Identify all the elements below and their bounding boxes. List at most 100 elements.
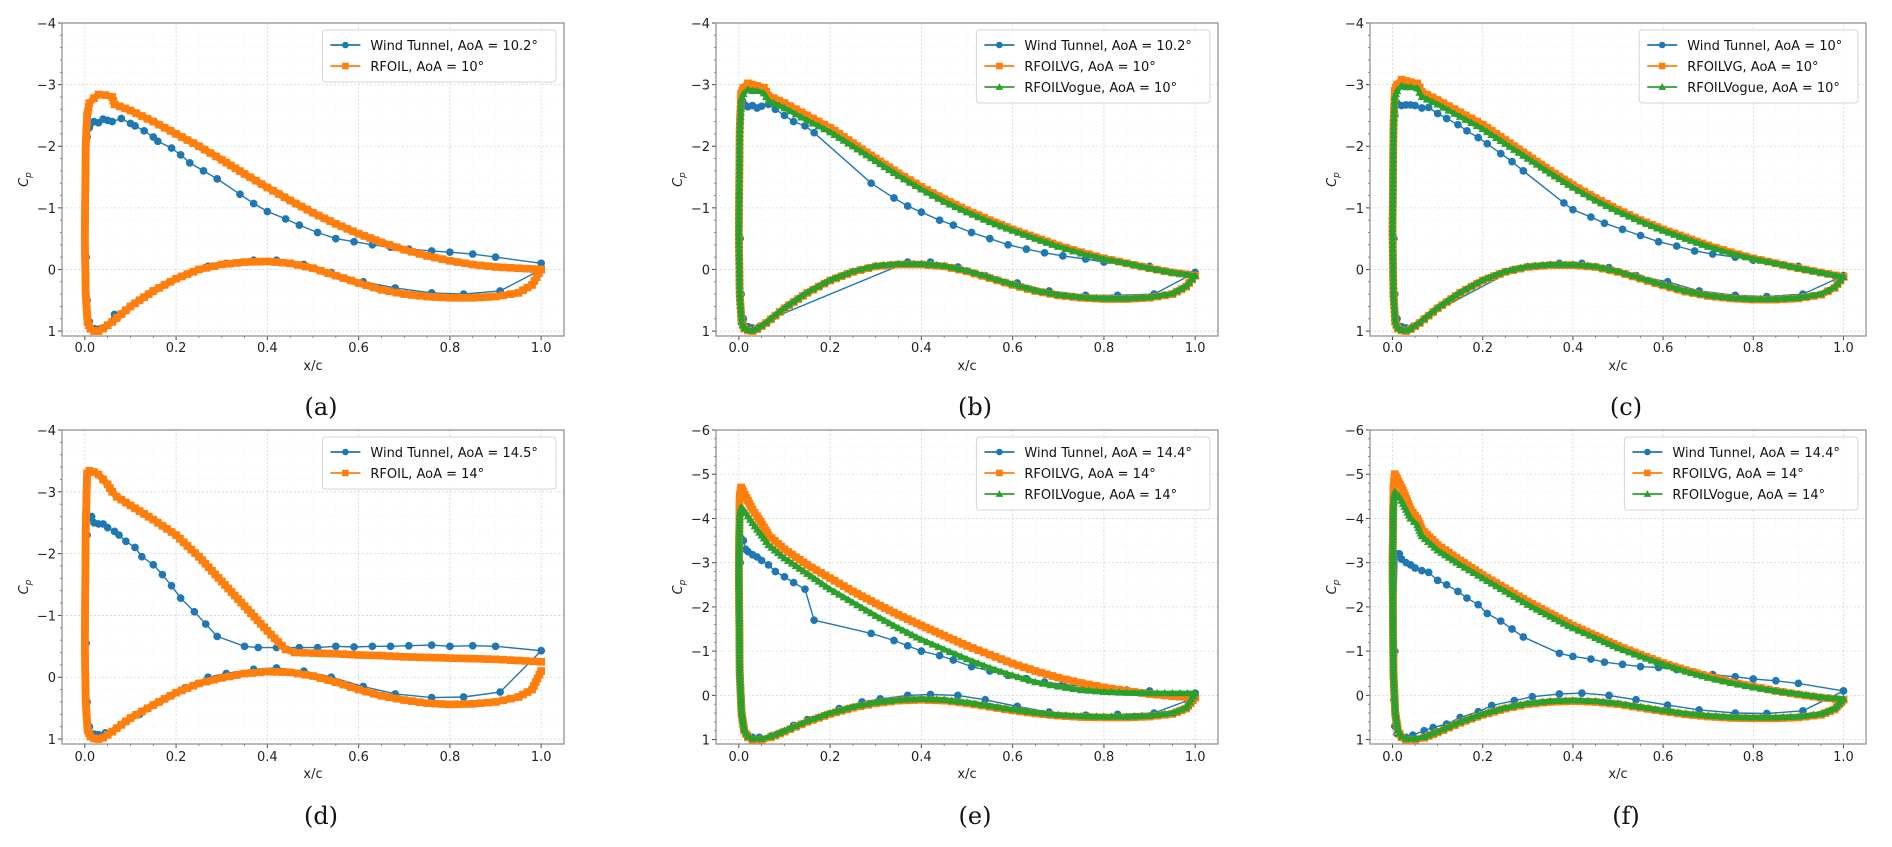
data-point bbox=[377, 651, 386, 660]
legend-label: RFOILVogue, AoA = 10° bbox=[1024, 81, 1177, 96]
data-point bbox=[172, 130, 180, 138]
data-point bbox=[461, 654, 469, 663]
data-point bbox=[81, 250, 89, 259]
data-point bbox=[979, 661, 989, 669]
data-point bbox=[213, 632, 222, 641]
data-point bbox=[1523, 600, 1533, 608]
data-point bbox=[82, 714, 91, 722]
data-point bbox=[172, 274, 180, 283]
data-point bbox=[826, 123, 834, 132]
series-rfoil bbox=[80, 466, 546, 743]
data-point bbox=[1190, 688, 1200, 697]
data-point bbox=[1014, 661, 1023, 670]
data-point bbox=[1703, 242, 1713, 250]
data-point bbox=[894, 623, 903, 632]
y-tick-label: −4 bbox=[691, 17, 710, 32]
data-point bbox=[446, 654, 454, 662]
data-point bbox=[231, 164, 240, 173]
data-point bbox=[1698, 240, 1707, 248]
axes-frame bbox=[715, 429, 1219, 745]
data-point bbox=[138, 112, 146, 120]
data-point bbox=[774, 101, 784, 109]
y-tick-label: 0 bbox=[702, 689, 710, 704]
data-point bbox=[879, 697, 888, 705]
data-point bbox=[880, 616, 890, 624]
data-point bbox=[848, 267, 858, 275]
data-point bbox=[734, 232, 744, 240]
data-point bbox=[1390, 105, 1399, 113]
data-point bbox=[735, 261, 744, 269]
data-point bbox=[103, 321, 112, 330]
data-point bbox=[167, 581, 176, 590]
data-point bbox=[103, 730, 112, 739]
data-point bbox=[771, 730, 780, 738]
data-point bbox=[126, 302, 135, 311]
x-tick-label: 0.4 bbox=[257, 341, 278, 356]
data-point bbox=[1388, 179, 1398, 187]
data-point bbox=[1054, 242, 1063, 250]
data-point bbox=[734, 195, 744, 203]
data-point bbox=[1764, 685, 1773, 693]
data-point bbox=[1084, 680, 1093, 689]
data-point bbox=[825, 275, 835, 284]
data-point bbox=[453, 654, 462, 663]
data-point bbox=[866, 153, 876, 162]
data-point bbox=[1553, 260, 1563, 268]
data-point bbox=[993, 275, 1002, 283]
data-point bbox=[844, 584, 853, 593]
data-point bbox=[968, 644, 977, 652]
data-point bbox=[1501, 587, 1510, 595]
x-tick-label: 0.4 bbox=[911, 341, 932, 356]
data-point bbox=[1076, 249, 1086, 257]
series-rfoil-vogue bbox=[734, 85, 1200, 334]
data-point bbox=[1487, 130, 1496, 139]
y-axis-label: Cp bbox=[671, 579, 688, 594]
data-point bbox=[82, 138, 90, 147]
data-point bbox=[1734, 251, 1743, 259]
data-point bbox=[1496, 136, 1505, 144]
data-point bbox=[537, 646, 546, 655]
data-point bbox=[1550, 171, 1560, 180]
data-point bbox=[1388, 175, 1398, 183]
data-point bbox=[951, 649, 960, 658]
data-point bbox=[81, 226, 89, 235]
data-point bbox=[195, 142, 203, 151]
data-point bbox=[1014, 228, 1023, 236]
legend-item: Wind Tunnel, AoA = 10.2° bbox=[984, 39, 1192, 54]
data-point bbox=[81, 690, 90, 698]
legend-label: RFOILVogue, AoA = 14° bbox=[1024, 488, 1177, 503]
data-point bbox=[885, 606, 894, 615]
data-point bbox=[468, 250, 477, 258]
data-point bbox=[112, 314, 121, 322]
data-point bbox=[1472, 711, 1482, 720]
data-point bbox=[939, 645, 949, 653]
data-point bbox=[1600, 219, 1609, 228]
legend-item: RFOIL, AoA = 10° bbox=[330, 60, 484, 75]
data-point bbox=[1608, 204, 1617, 212]
data-point bbox=[820, 120, 829, 129]
legend-item: Wind Tunnel, AoA = 10.2° bbox=[330, 39, 538, 54]
data-point bbox=[140, 126, 148, 135]
data-point bbox=[1455, 560, 1465, 569]
data-point bbox=[1145, 711, 1154, 719]
data-point bbox=[1711, 675, 1720, 683]
data-point bbox=[514, 693, 523, 701]
data-point bbox=[1433, 100, 1442, 108]
x-axis-label: x/c bbox=[957, 767, 976, 782]
legend-marker-square-icon bbox=[342, 469, 349, 477]
data-point bbox=[523, 688, 532, 696]
y-tick-label: −3 bbox=[1345, 79, 1364, 94]
x-axis-label: x/c bbox=[303, 767, 322, 782]
data-point bbox=[1388, 265, 1398, 273]
data-point bbox=[408, 247, 416, 256]
data-point bbox=[1031, 234, 1040, 242]
data-point bbox=[803, 569, 812, 577]
data-point bbox=[217, 260, 226, 269]
legend: Wind Tunnel, AoA = 10.2° RFOILVG, AoA = 1… bbox=[975, 29, 1211, 104]
data-point bbox=[837, 271, 846, 279]
data-point bbox=[801, 122, 809, 130]
data-point bbox=[791, 721, 801, 730]
data-point bbox=[1452, 558, 1461, 566]
data-point bbox=[121, 104, 129, 113]
y-tick-label: 1 bbox=[48, 325, 56, 340]
